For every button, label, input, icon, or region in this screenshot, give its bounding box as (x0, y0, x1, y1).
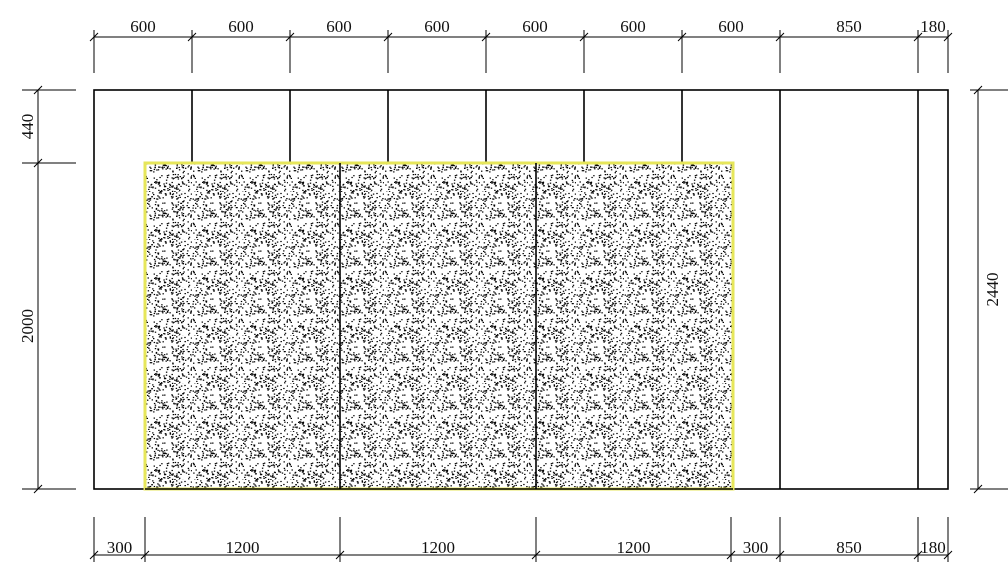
dim-tick (913, 32, 923, 42)
dim-tick (913, 550, 923, 560)
dim-tick (335, 550, 345, 560)
dim-tick (33, 85, 43, 95)
dim-label: 600 (424, 17, 450, 36)
dim-tick (187, 32, 197, 42)
dim-tick (383, 32, 393, 42)
dim-tick (775, 550, 785, 560)
dim-tick (481, 32, 491, 42)
dim-tick (726, 550, 736, 560)
dim-tick (943, 32, 953, 42)
dim-label: 440 (18, 114, 37, 140)
dim-label: 180 (920, 538, 946, 557)
dim-label: 2440 (983, 273, 1002, 307)
dim-label: 600 (522, 17, 548, 36)
dim-tick (943, 550, 953, 560)
dim-label: 300 (107, 538, 133, 557)
dim-label: 300 (743, 538, 769, 557)
dim-label: 1200 (226, 538, 260, 557)
dim-tick (677, 32, 687, 42)
dim-label: 600 (326, 17, 352, 36)
dim-label: 600 (130, 17, 156, 36)
dim-tick (89, 32, 99, 42)
dim-tick (973, 484, 983, 494)
dim-label: 180 (920, 17, 946, 36)
dim-label: 600 (718, 17, 744, 36)
dim-label: 600 (620, 17, 646, 36)
dim-label: 1200 (421, 538, 455, 557)
dim-tick (531, 550, 541, 560)
dim-label: 1200 (617, 538, 651, 557)
dim-label: 2000 (18, 309, 37, 343)
dim-tick (89, 550, 99, 560)
dim-label: 850 (836, 17, 862, 36)
dim-tick (285, 32, 295, 42)
dim-tick (775, 32, 785, 42)
dim-tick (140, 550, 150, 560)
dim-tick (579, 32, 589, 42)
dim-tick (33, 158, 43, 168)
dim-label: 600 (228, 17, 254, 36)
dim-label: 850 (836, 538, 862, 557)
dimensions: 600 600 600 600 600 600 600 850 180 300 1200 1200 12… (18, 17, 1008, 562)
panel-fill (143, 161, 735, 491)
stone-panel (143, 161, 735, 491)
dim-tick (33, 484, 43, 494)
dim-tick (973, 85, 983, 95)
